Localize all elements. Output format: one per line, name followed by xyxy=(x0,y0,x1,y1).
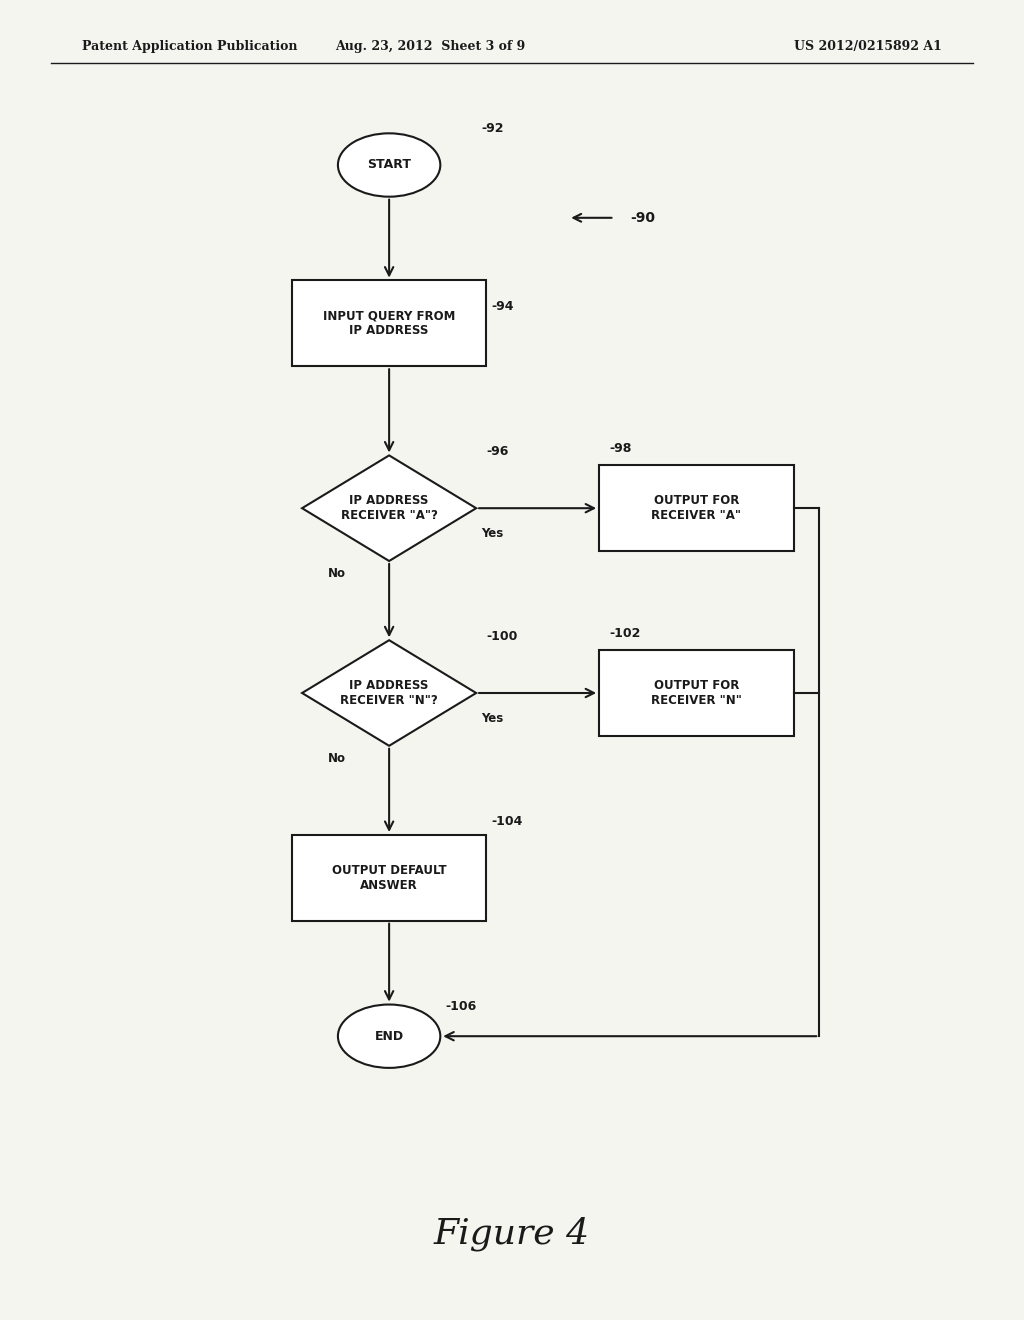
FancyBboxPatch shape xyxy=(292,836,486,921)
Text: -90: -90 xyxy=(630,211,654,224)
Text: -92: -92 xyxy=(481,121,504,135)
FancyBboxPatch shape xyxy=(599,466,794,552)
Text: -102: -102 xyxy=(609,627,641,640)
Text: Aug. 23, 2012  Sheet 3 of 9: Aug. 23, 2012 Sheet 3 of 9 xyxy=(335,40,525,53)
Text: -106: -106 xyxy=(445,999,477,1012)
Ellipse shape xyxy=(338,133,440,197)
Text: START: START xyxy=(368,158,411,172)
Text: IP ADDRESS
RECEIVER "A"?: IP ADDRESS RECEIVER "A"? xyxy=(341,494,437,523)
Text: INPUT QUERY FROM
IP ADDRESS: INPUT QUERY FROM IP ADDRESS xyxy=(323,309,456,338)
Polygon shape xyxy=(302,455,476,561)
Text: -96: -96 xyxy=(486,445,509,458)
Text: OUTPUT FOR
RECEIVER "N": OUTPUT FOR RECEIVER "N" xyxy=(651,678,741,708)
Text: OUTPUT FOR
RECEIVER "A": OUTPUT FOR RECEIVER "A" xyxy=(651,494,741,523)
Ellipse shape xyxy=(338,1005,440,1068)
Text: US 2012/0215892 A1: US 2012/0215892 A1 xyxy=(795,40,942,53)
Text: -94: -94 xyxy=(492,300,514,313)
Text: -104: -104 xyxy=(492,814,523,828)
Text: IP ADDRESS
RECEIVER "N"?: IP ADDRESS RECEIVER "N"? xyxy=(340,678,438,708)
Text: Yes: Yes xyxy=(481,527,504,540)
Text: Yes: Yes xyxy=(481,711,504,725)
Text: END: END xyxy=(375,1030,403,1043)
Text: -100: -100 xyxy=(486,630,518,643)
Text: No: No xyxy=(328,751,346,764)
FancyBboxPatch shape xyxy=(292,280,486,366)
Polygon shape xyxy=(302,640,476,746)
Text: Patent Application Publication: Patent Application Publication xyxy=(82,40,297,53)
Text: -98: -98 xyxy=(609,442,632,455)
Text: Figure 4: Figure 4 xyxy=(434,1217,590,1251)
Text: OUTPUT DEFAULT
ANSWER: OUTPUT DEFAULT ANSWER xyxy=(332,863,446,892)
Text: No: No xyxy=(328,566,346,579)
FancyBboxPatch shape xyxy=(599,649,794,737)
